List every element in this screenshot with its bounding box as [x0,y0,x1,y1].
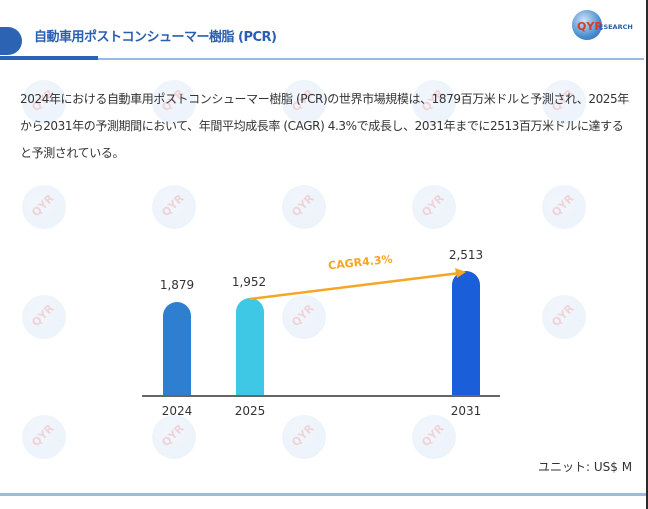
x-tick-2025: 2025 [234,404,266,418]
logo-main-text: QYR [577,20,603,33]
x-axis [142,395,500,397]
watermark-logo-icon: QYR [22,295,66,339]
watermark-logo-icon: QYR [152,415,196,459]
watermark-logo-icon: QYR [282,415,326,459]
header-accent-tab [0,27,22,55]
bar-2031 [452,271,480,395]
watermark-logo-icon: QYR [282,80,326,124]
watermark-logo-icon: QYR [542,185,586,229]
watermark-logo-icon: QYR [412,415,456,459]
market-description: 2024年における自動車用ポストコンシューマー樹脂 (PCR)の世界市場規模は、… [20,92,629,160]
bar-value-2025: 1,952 [231,275,267,289]
footer-line [0,493,646,496]
watermark-logo-icon: QYR [542,80,586,124]
qyresearch-logo: QYR ESEARCH [572,8,644,48]
watermark-logo-icon: QYR [22,185,66,229]
watermark-logo-icon: QYR [412,185,456,229]
logo-sub-text: ESEARCH [599,23,633,31]
watermark-logo-icon: QYR [22,415,66,459]
header-underline [0,58,644,60]
watermark-logo-icon: QYR [152,80,196,124]
watermark-logo-icon: QYR [282,185,326,229]
watermark-logo-icon: QYR [542,295,586,339]
x-tick-2024: 2024 [161,404,193,418]
bar-value-2024: 1,879 [159,278,195,292]
watermark-logo-icon: QYR [22,80,66,124]
watermark-logo-icon: QYR [282,295,326,339]
bar-2024 [163,302,191,395]
right-border [646,0,648,509]
unit-label: ユニット: US$ M [538,460,633,474]
bar-2025 [236,298,264,395]
globe-icon [572,10,602,40]
page-title: 自動車用ポストコンシューマー樹脂 (PCR) [34,30,277,45]
x-tick-2031: 2031 [450,404,482,418]
watermark-logo-icon: QYR [412,80,456,124]
watermark-logo-icon: QYR [152,185,196,229]
bar-value-2031: 2,513 [448,248,484,262]
